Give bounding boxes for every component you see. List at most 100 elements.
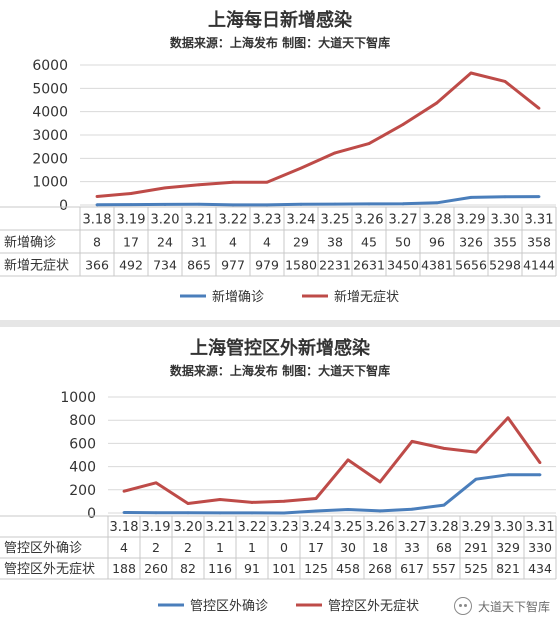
table-row-label: 新增无症状 bbox=[4, 258, 69, 274]
data-label: 18 bbox=[372, 540, 388, 555]
data-label: 4 bbox=[229, 235, 237, 250]
y-tick-label: 4000 bbox=[32, 105, 68, 121]
data-table bbox=[0, 206, 557, 277]
data-label: 5656 bbox=[455, 258, 487, 273]
data-point bbox=[538, 461, 542, 465]
data-label: 45 bbox=[361, 235, 377, 250]
y-tick-label: 5000 bbox=[32, 81, 68, 97]
table-row-label: 管控区外无症状 bbox=[4, 562, 95, 577]
data-point bbox=[367, 142, 371, 146]
data-label: 116 bbox=[208, 561, 232, 576]
y-tick-label: 6000 bbox=[32, 58, 68, 74]
data-point bbox=[231, 203, 235, 207]
data-label: 458 bbox=[336, 561, 360, 576]
data-point bbox=[346, 508, 350, 511]
table-row-label: 管控区外确诊 bbox=[4, 541, 82, 556]
data-label: 329 bbox=[496, 540, 520, 555]
data-label: 291 bbox=[464, 540, 488, 555]
x-tick-label: 3.18 bbox=[83, 213, 112, 228]
data-label: 8 bbox=[93, 235, 101, 250]
data-label: 101 bbox=[272, 561, 296, 576]
data-point bbox=[186, 502, 190, 505]
data-point bbox=[537, 106, 541, 110]
data-label: 50 bbox=[395, 235, 411, 250]
data-point bbox=[435, 201, 439, 205]
x-tick-label: 3.30 bbox=[494, 520, 523, 535]
data-label: 268 bbox=[368, 561, 392, 576]
chart-title: 上海每日新增感染 bbox=[208, 9, 353, 31]
x-tick-label: 3.26 bbox=[355, 213, 384, 228]
data-label: 188 bbox=[112, 561, 136, 576]
data-label: 4144 bbox=[523, 258, 555, 273]
data-point bbox=[346, 458, 350, 462]
y-tick-label: 800 bbox=[69, 413, 96, 429]
x-tick-label: 3.22 bbox=[219, 213, 248, 228]
data-point bbox=[265, 180, 269, 184]
x-tick-label: 3.28 bbox=[430, 520, 459, 535]
data-label: 366 bbox=[85, 258, 109, 273]
y-tick-label: 2000 bbox=[32, 151, 68, 167]
data-label: 29 bbox=[293, 235, 309, 250]
data-label: 734 bbox=[153, 258, 177, 273]
data-point bbox=[197, 183, 201, 187]
chart-subtitle: 数据来源：上海发布 制图：大道天下智库 bbox=[170, 363, 390, 378]
data-label: 355 bbox=[493, 235, 517, 250]
data-label: 68 bbox=[436, 540, 452, 555]
data-point bbox=[537, 195, 541, 199]
y-tick-label: 1000 bbox=[32, 175, 68, 191]
data-point bbox=[506, 473, 510, 477]
data-label: 4 bbox=[263, 235, 271, 250]
x-tick-label: 3.27 bbox=[389, 213, 418, 228]
watermark-text: 大道天下智库 bbox=[477, 599, 550, 614]
x-tick-label: 3.30 bbox=[491, 213, 520, 228]
data-label: 434 bbox=[528, 561, 552, 576]
chart-subtitle: 数据来源：上海发布 制图：大道天下智库 bbox=[170, 35, 390, 50]
data-point bbox=[401, 123, 405, 126]
gridlines bbox=[80, 64, 556, 206]
x-tick-label: 3.23 bbox=[253, 213, 282, 228]
data-point bbox=[442, 503, 446, 507]
section-divider bbox=[0, 320, 560, 327]
data-point bbox=[410, 440, 414, 443]
data-point bbox=[95, 203, 99, 207]
x-tick-label: 3.20 bbox=[174, 520, 203, 535]
x-tick-label: 3.29 bbox=[457, 213, 486, 228]
x-tick-label: 3.19 bbox=[117, 213, 146, 228]
data-label: 557 bbox=[432, 561, 456, 576]
data-point bbox=[218, 498, 222, 501]
data-point bbox=[186, 511, 190, 515]
legend-label: 管控区外确诊 bbox=[190, 599, 268, 614]
data-point bbox=[469, 195, 473, 199]
data-label: 4381 bbox=[421, 258, 453, 273]
data-point bbox=[95, 195, 99, 198]
legend: 新增确诊 新增无症状 bbox=[180, 289, 399, 305]
data-point bbox=[333, 151, 337, 155]
data-label: 96 bbox=[429, 235, 445, 250]
x-tick-label: 3.23 bbox=[270, 520, 299, 535]
data-label: 17 bbox=[308, 540, 324, 555]
x-tick-label: 3.19 bbox=[142, 520, 171, 535]
data-label: 82 bbox=[180, 561, 196, 576]
data-point bbox=[265, 203, 269, 207]
data-label: 821 bbox=[496, 561, 520, 576]
data-point bbox=[299, 166, 303, 170]
x-tick-label: 3.24 bbox=[302, 520, 331, 535]
data-point bbox=[538, 473, 542, 477]
watermark: 大道天下智库 bbox=[453, 597, 550, 615]
data-point bbox=[506, 416, 510, 420]
data-point bbox=[474, 450, 478, 454]
data-point bbox=[163, 203, 167, 206]
x-tick-label: 3.26 bbox=[366, 520, 395, 535]
data-point bbox=[469, 71, 473, 75]
data-label: 5298 bbox=[489, 258, 521, 273]
x-tick-label: 3.31 bbox=[525, 213, 554, 228]
data-label: 17 bbox=[123, 235, 139, 250]
data-point bbox=[442, 446, 446, 450]
series-line-1 bbox=[96, 71, 540, 198]
x-tick-label: 3.25 bbox=[334, 520, 363, 535]
data-point bbox=[154, 481, 158, 485]
data-point bbox=[333, 202, 337, 206]
data-label: 4 bbox=[120, 540, 128, 555]
